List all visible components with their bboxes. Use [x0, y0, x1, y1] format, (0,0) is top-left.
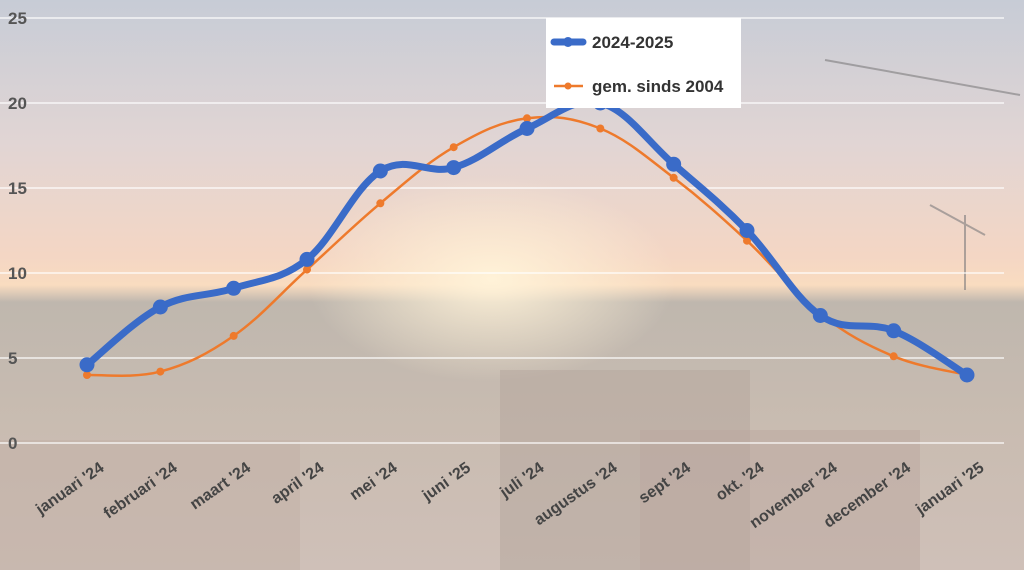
legend-label-2024-2025: 2024-2025: [592, 33, 673, 52]
data-point: [523, 114, 531, 123]
data-point: [666, 156, 682, 172]
y-axis-ticks: 0 5 10 15 20 25: [8, 9, 27, 453]
data-point: [83, 371, 91, 379]
x-tick-label: februari '24: [101, 459, 181, 522]
legend: 2024-2025 gem. sinds 2004: [546, 18, 741, 108]
data-point: [596, 124, 605, 133]
building-block: [640, 430, 920, 570]
x-tick-label: sept '24: [636, 459, 694, 507]
data-point: [449, 143, 458, 152]
x-tick-label: juni '25: [419, 459, 474, 505]
data-point: [959, 367, 975, 383]
x-tick-label: okt. '24: [713, 459, 767, 504]
y-tick-label: 25: [8, 9, 27, 28]
y-tick-label: 20: [8, 94, 27, 113]
series-line: [85, 115, 969, 377]
building-block: [0, 440, 300, 570]
data-point: [229, 331, 238, 340]
data-point: [519, 121, 535, 136]
y-tick-label: 5: [8, 349, 17, 368]
data-point: [889, 352, 898, 361]
data-point: [79, 357, 95, 373]
crane-silhouette: [824, 59, 1021, 290]
legend-marker-2024-2025: [563, 37, 573, 47]
data-point: [303, 265, 311, 274]
x-tick-label: januari '25: [912, 459, 987, 519]
legend-label-gem-sinds-2004: gem. sinds 2004: [592, 77, 724, 96]
data-point: [743, 236, 751, 245]
data-point: [376, 199, 385, 208]
y-tick-label: 15: [8, 179, 27, 198]
x-tick-label: januari '24: [32, 459, 107, 519]
data-point: [886, 323, 902, 339]
series-lines: [79, 95, 975, 383]
data-point: [812, 308, 828, 323]
series-line: [83, 98, 971, 379]
x-tick-label: april '24: [269, 459, 328, 507]
data-point: [226, 280, 242, 296]
x-tick-label: mei '24: [347, 459, 401, 504]
data-point: [372, 163, 388, 179]
gridlines: [0, 17, 1004, 444]
x-tick-label: maart '24: [187, 459, 254, 513]
x-tick-label: juli '24: [496, 459, 547, 502]
legend-box: [546, 18, 741, 108]
data-point: [669, 173, 678, 182]
data-point: [739, 223, 755, 238]
y-tick-label: 10: [8, 264, 27, 283]
data-point: [446, 160, 462, 176]
data-point: [299, 251, 315, 267]
data-point: [152, 299, 168, 315]
data-point: [156, 367, 165, 376]
y-tick-label: 0: [8, 434, 17, 453]
legend-marker-gem-sinds-2004: [564, 82, 572, 90]
